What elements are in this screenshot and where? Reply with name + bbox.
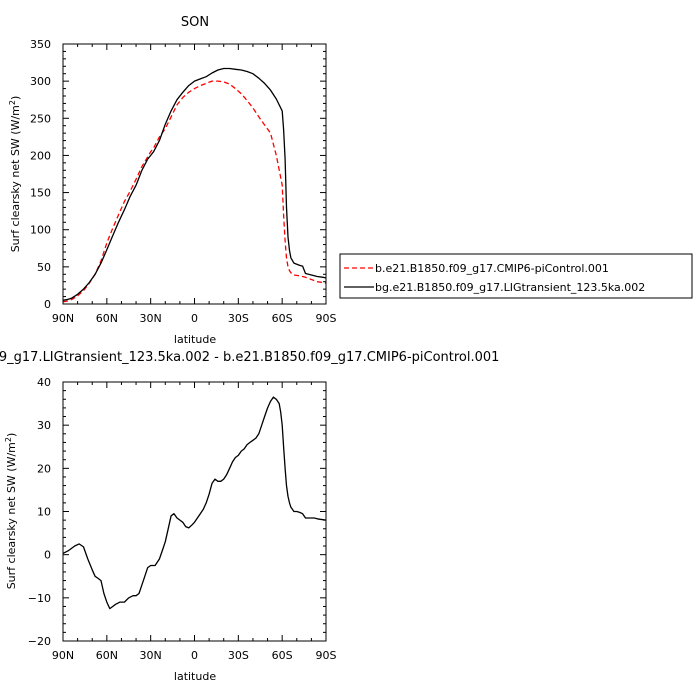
bottom-panel: bg.e21.B1850.f09_g17.LIGtransient_123.5k… [0,350,499,683]
bottom-x-tick-label: 60S [272,649,293,662]
bottom-series-layer [62,396,327,610]
bottom-y-tick-label: 40 [37,376,51,389]
top-y-axis-label: Surf clearsky net SW (W/m2) [8,96,22,253]
bottom-title: bg.e21.B1850.f09_g17.LIGtransient_123.5k… [0,350,499,365]
top-panel: SON 90N 60N 30N 0 30S 60S 90S 0 50 100 150 200 250 30… [8,15,693,346]
bottom-x-tick-label: 90S [316,649,337,662]
top-x-tick-label: 90N [52,312,74,325]
bottom-x-tick-label: 90N [52,649,74,662]
top-x-tick-label: 30S [228,312,249,325]
top-y-tick-label: 150 [30,187,51,200]
bottom-y-tick-label: 0 [44,549,51,562]
top-x-tick-label: 30N [140,312,162,325]
top-x-tick-label: 0 [191,312,198,325]
bottom-x-axis-label: latitude [174,670,216,683]
top-y-tick-label: 350 [30,38,51,51]
bottom-series-line-0 [62,396,327,610]
top-y-tick-label: 0 [44,298,51,311]
bottom-y-axis-label: Surf clearsky net SW (W/m2) [4,433,18,590]
bottom-y-axis-label-close: ) [5,433,18,437]
top-x-axis-label: latitude [174,333,216,346]
bottom-x-tick-label: 0 [191,649,198,662]
bottom-y-tick-label: −10 [28,592,51,605]
top-y-tick-label: 50 [37,261,51,274]
top-x-tick-label: 60N [96,312,118,325]
legend-box [339,253,693,299]
top-series-line-1 [62,67,327,301]
bottom-y-tick-label: −20 [28,635,51,648]
top-legend: b.e21.B1850.f09_g17.CMIP6-piControl.001 … [339,253,693,299]
bottom-x-tick-label: 60N [96,649,118,662]
bottom-plot-frame [62,381,327,642]
top-plot-frame [62,43,327,305]
top-y-axis-label-sup: 2 [8,100,17,105]
legend-entry-piControl: b.e21.B1850.f09_g17.CMIP6-piControl.001 [375,262,609,275]
legend-entry-LIGtransient: bg.e21.B1850.f09_g17.LIGtransient_123.5k… [375,281,645,294]
top-y-axis-label-main: Surf clearsky net SW (W/m [9,105,22,252]
top-series-layer [62,67,327,303]
top-title: SON [181,15,209,30]
bottom-y-tick-label: 10 [37,506,51,519]
bottom-y-tick-label: 20 [37,462,51,475]
top-y-tick-label: 300 [30,75,51,88]
bottom-x-tick-label: 30S [228,649,249,662]
top-x-tick-label: 90S [316,312,337,325]
top-y-axis-label-close: ) [9,96,22,100]
top-ticks-layer: 90N 60N 30N 0 30S 60S 90S 0 50 100 150 200 250 300 350 [30,38,337,325]
top-y-tick-label: 250 [30,112,51,125]
bottom-y-axis-label-sup: 2 [4,437,13,442]
bottom-y-axis-label-main: Surf clearsky net SW (W/m [5,442,18,589]
bottom-y-tick-label: 30 [37,419,51,432]
top-y-tick-label: 200 [30,149,51,162]
top-y-tick-label: 100 [30,224,51,237]
top-x-tick-label: 60S [272,312,293,325]
bottom-x-tick-label: 30N [140,649,162,662]
bottom-ticks-layer: 90N 60N 30N 0 30S 60S 90S −20 −10 0 10 20 30 40 [28,376,337,662]
